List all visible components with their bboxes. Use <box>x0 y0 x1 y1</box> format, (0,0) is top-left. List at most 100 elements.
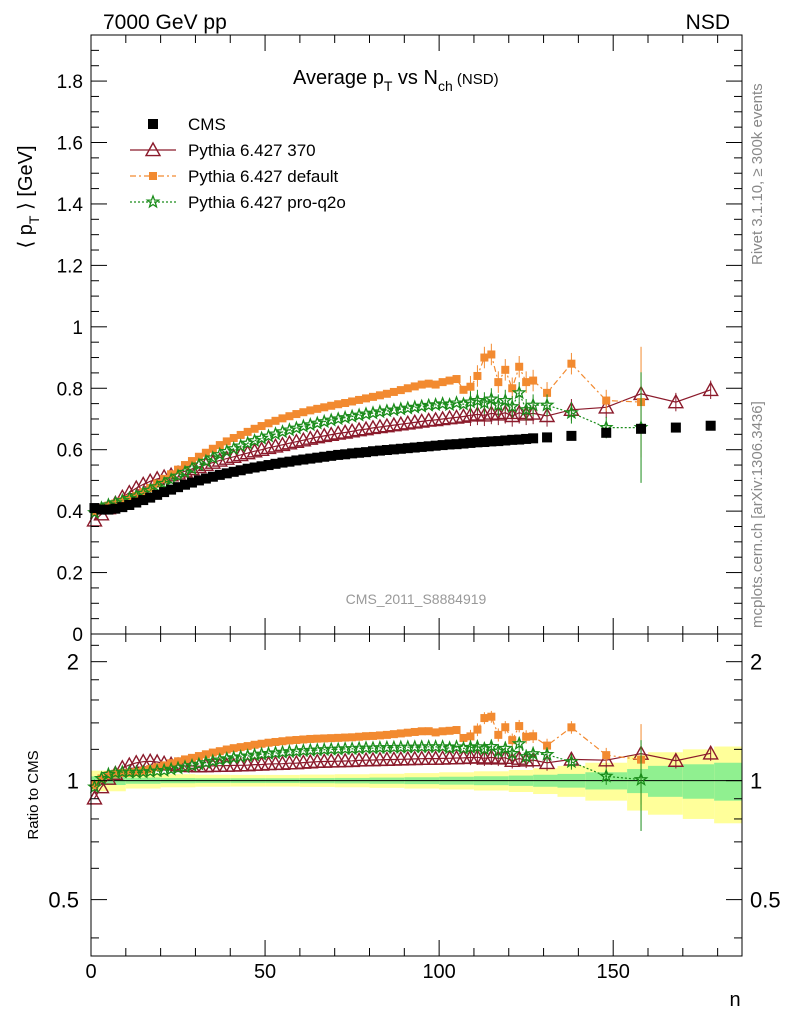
data-point-pythia-pro-q2o <box>449 395 464 410</box>
data-point-pythia-pro-q2o <box>400 400 416 415</box>
data-point-cms <box>528 433 539 444</box>
ratio-point-pythia-pro-q2o <box>87 779 102 794</box>
ratio-y-tick-label: 2 <box>67 650 79 675</box>
rivet-label: Rivet 3.1.10, ≥ 300k events <box>749 83 766 265</box>
data-point-pythia-default <box>257 422 266 431</box>
ratio-point-pythia-default <box>355 732 364 741</box>
legend-label-pythia-pro-q2o: Pythia 6.427 pro-q2o <box>188 193 346 212</box>
ratio-y-tick-label-right: 2 <box>750 650 762 675</box>
title-sub-t: T <box>384 78 393 94</box>
ratio-band-inner <box>682 764 715 799</box>
ratio-point-pythia-default <box>417 727 426 736</box>
ratio-point-pythia-default <box>424 727 433 736</box>
data-point-cms <box>263 460 274 471</box>
data-point-pythia-pro-q2o <box>504 398 520 413</box>
data-point-pythia-pro-q2o <box>365 405 381 420</box>
data-point-cms <box>409 442 420 453</box>
data-point-pythia-pro-q2o <box>497 392 513 407</box>
data-point-pythia-default <box>327 401 336 410</box>
data-point-pythia-default <box>567 359 576 368</box>
data-point-pythia-default <box>508 384 517 393</box>
data-point-cms <box>566 430 577 441</box>
ratio-point-pythia-pro-q2o <box>212 752 228 767</box>
data-point-pythia-370 <box>274 436 291 452</box>
ratio-point-pythia-default <box>132 768 141 777</box>
data-point-cms <box>270 458 281 469</box>
ratio-point-pythia-pro-q2o <box>539 746 555 761</box>
data-point-cms <box>521 433 532 444</box>
ratio-y-tick-label: 1 <box>67 769 79 794</box>
data-point-pythia-default <box>602 396 611 405</box>
ratio-point-pythia-default <box>410 727 419 736</box>
data-point-pythia-default <box>368 392 377 401</box>
data-point-cms <box>451 439 462 450</box>
data-point-cms <box>367 446 378 457</box>
process-label: NSD <box>686 11 730 34</box>
ratio-point-pythia-default <box>389 730 398 739</box>
series-line-pythia-pro-q2o <box>94 391 641 514</box>
ratio-point-pythia-default <box>431 728 440 737</box>
data-point-cms <box>430 440 441 451</box>
x-tick-label: 150 <box>597 961 630 983</box>
ratio-point-pythia-default <box>215 747 224 756</box>
main-panel: 00.20.40.60.811.21.41.61.8 Average pT vs… <box>15 34 743 646</box>
data-point-pythia-370 <box>598 398 615 414</box>
data-point-pythia-pro-q2o <box>393 401 409 416</box>
data-point-cms <box>333 449 344 460</box>
ratio-point-pythia-default <box>320 734 329 743</box>
data-point-cms <box>173 482 184 493</box>
ratio-point-pythia-pro-q2o <box>156 762 172 777</box>
ratio-point-pythia-default <box>264 738 273 747</box>
ratio-point-pythia-370 <box>538 754 556 770</box>
ratio-point-pythia-default <box>403 728 412 737</box>
legend-label-pythia-370: Pythia 6.427 370 <box>188 141 316 160</box>
data-point-cms <box>193 475 204 486</box>
data-point-cms <box>312 452 323 463</box>
data-point-pythia-370 <box>267 437 284 453</box>
data-point-cms <box>103 504 114 515</box>
ratio-point-pythia-default <box>299 735 308 744</box>
data-point-pythia-default <box>473 371 482 380</box>
y-tick-label: 0.6 <box>57 441 83 462</box>
data-point-pythia-default <box>334 400 343 409</box>
ratio-point-pythia-pro-q2o <box>198 754 214 769</box>
ratio-point-pythia-default <box>229 744 238 753</box>
ratio-point-pythia-default <box>187 753 196 762</box>
data-point-pythia-default <box>292 410 301 419</box>
data-point-cms <box>242 463 253 474</box>
data-point-pythia-pro-q2o <box>337 409 353 425</box>
ratio-point-pythia-default <box>382 730 391 739</box>
data-point-cms <box>298 454 309 465</box>
ratio-point-pythia-default <box>118 768 127 777</box>
ratio-point-pythia-default <box>306 734 315 743</box>
data-point-cms <box>319 451 330 462</box>
ratio-point-pythia-default <box>459 733 468 742</box>
y-tick-label: 1.2 <box>57 256 83 277</box>
ylabel-tail: ⟩ [GeV] <box>15 145 37 215</box>
title-tail: (NSD) <box>453 71 499 88</box>
data-point-pythia-default <box>229 434 238 443</box>
ratio-band-inner <box>648 765 683 797</box>
ratio-plot-frame <box>90 633 743 957</box>
ratio-point-pythia-default <box>348 733 357 742</box>
data-point-cms <box>207 471 218 482</box>
data-point-pythia-default <box>285 412 294 421</box>
ratio-point-pythia-370 <box>598 751 615 767</box>
data-point-pythia-default <box>410 382 419 391</box>
y-tick-label: 1.4 <box>57 195 84 216</box>
ratio-point-pythia-pro-q2o <box>497 740 513 755</box>
data-point-pythia-default <box>236 430 245 439</box>
data-point-pythia-pro-q2o <box>511 385 527 400</box>
data-point-pythia-default <box>208 444 217 453</box>
data-point-pythia-pro-q2o <box>344 408 360 423</box>
data-point-pythia-370 <box>295 431 312 447</box>
ratio-point-pythia-default <box>368 731 377 740</box>
data-point-pythia-default <box>396 386 405 395</box>
data-point-cms <box>670 422 681 433</box>
data-point-pythia-default <box>515 362 524 371</box>
analysis-watermark: CMS_2011_S8884919 <box>346 591 487 607</box>
ratio-x-ticks: 0 50 100 150 <box>85 634 719 983</box>
legend-marker-pythia-370 <box>144 141 162 157</box>
data-point-pythia-default <box>494 378 503 387</box>
ratio-point-pythia-default <box>250 740 259 749</box>
